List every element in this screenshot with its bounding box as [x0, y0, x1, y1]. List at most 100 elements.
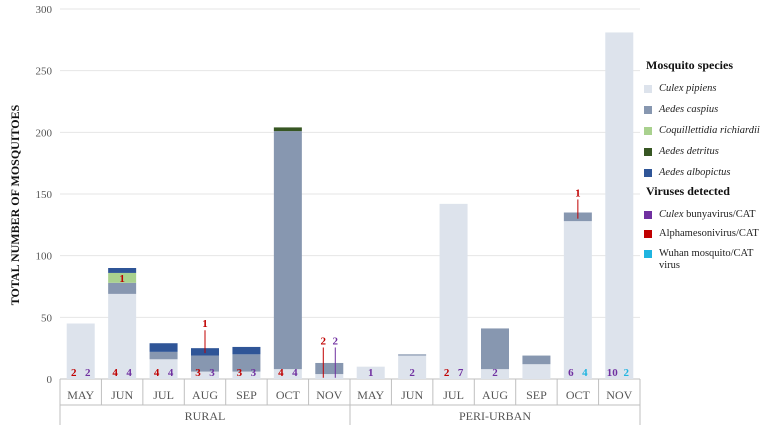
data-label: 2 [624, 367, 630, 379]
x-tick-label: SEP [526, 388, 547, 402]
data-label: 6 [568, 367, 574, 379]
legend-item: Wuhan mosquito/CAT virus [644, 248, 772, 272]
x-tick-label: SEP [236, 388, 257, 402]
legend-label: Alphamesonivirus/CAT [659, 228, 759, 239]
data-label: 3 [251, 367, 257, 379]
bar-segment [232, 346, 261, 355]
bar-segment [481, 369, 509, 379]
callout-label: 1 [119, 273, 125, 285]
bar-segment [522, 364, 551, 379]
legend-swatch [644, 127, 652, 135]
bar-segment [149, 351, 178, 360]
legend-title-species: Mosquito species [646, 58, 733, 72]
callout-label: 2 [333, 335, 339, 347]
legend-item: Coquillettidia richiardii [644, 125, 772, 137]
x-tick-label: OCT [276, 388, 301, 402]
legend-swatch [644, 169, 652, 177]
data-label: 2 [85, 367, 91, 379]
legend-item: Aedes detritus [644, 146, 772, 158]
bar-segment [315, 362, 344, 375]
bar-segment [66, 323, 95, 379]
bar-segment [232, 354, 261, 372]
data-label: 4 [292, 367, 298, 379]
x-tick-label: NOV [316, 388, 342, 402]
x-axis: MAY JUN JUL AUG SEP OCT NOV RURAL MAY JUN JUL AUG SE… [59, 379, 641, 425]
bar-segment [191, 355, 219, 372]
legend-swatch [644, 106, 652, 114]
y-axis: 0 50 100 150 200 250 300 [36, 4, 53, 386]
legend-label: Coquillettidia richiardii [659, 125, 760, 136]
bar-series [66, 32, 634, 379]
data-label: 4 [168, 367, 174, 379]
bar-segment [232, 371, 261, 379]
bar-segment [398, 355, 427, 379]
y-tick-label: 100 [36, 251, 53, 263]
legend-item: Culex bunyavirus/CAT [644, 209, 772, 221]
bar-segment [356, 366, 385, 379]
bar-segment [108, 268, 137, 273]
bar-segment [149, 343, 178, 352]
x-tick-label: JUL [443, 388, 464, 402]
legend-item: Culex pipiens [644, 83, 772, 95]
data-label: 3 [195, 367, 201, 379]
legend-swatch [644, 230, 652, 238]
data-label: 7 [458, 367, 464, 379]
legend-label: Culex pipiens [659, 83, 717, 94]
legend-swatch [644, 85, 652, 93]
legend-swatch [644, 211, 652, 219]
y-axis-label: TOTAL NUMBER OF MOSQUITOES [8, 104, 22, 305]
bar-segment [273, 369, 302, 379]
x-tick-label: MAY [67, 388, 94, 402]
bar-segment [439, 203, 468, 379]
bar-segment [273, 127, 302, 132]
group-label: PERI-URBAN [459, 409, 531, 423]
y-tick-label: 200 [36, 127, 53, 139]
gridlines [60, 8, 640, 380]
x-tick-label: JUN [111, 388, 133, 402]
data-label: 1 [368, 367, 374, 379]
data-label: 4 [582, 367, 588, 379]
data-label: 3 [237, 367, 243, 379]
data-label: 4 [154, 367, 160, 379]
legend-label: Wuhan mosquito/CAT virus [659, 248, 754, 271]
legend-item: Aedes caspius [644, 104, 772, 116]
legend-item: Alphamesonivirus/CAT [644, 228, 772, 240]
y-tick-label: 50 [41, 312, 53, 324]
legend-label: Aedes detritus [659, 146, 719, 157]
legend-title-viruses: Viruses detected [646, 184, 730, 198]
bar-segment [191, 371, 219, 379]
x-tick-label: MAY [357, 388, 384, 402]
bar-segment [315, 374, 344, 379]
bar-segment [108, 293, 137, 379]
callout-label: 2 [321, 335, 327, 347]
bar-segment [605, 32, 634, 379]
y-tick-label: 250 [36, 66, 53, 78]
legend-label: Aedes caspius [659, 104, 719, 115]
x-tick-label: JUL [153, 388, 174, 402]
bar-segment [108, 282, 137, 294]
bar-segment [398, 354, 427, 356]
data-label: 2 [409, 367, 415, 379]
legend-swatch [644, 250, 652, 258]
data-label: 2 [71, 367, 77, 379]
data-label: 4 [112, 367, 118, 379]
legend-label: Aedes albopictus [659, 167, 731, 178]
legend-swatch [644, 148, 652, 156]
data-label: 4 [126, 367, 132, 379]
y-tick-label: 300 [36, 4, 53, 16]
bar-segment [108, 272, 137, 283]
bar-segment [522, 355, 551, 365]
x-tick-label: AUG [482, 388, 508, 402]
legend-item: Aedes albopictus [644, 167, 772, 179]
x-tick-label: NOV [606, 388, 632, 402]
x-tick-label: OCT [566, 388, 591, 402]
x-tick-label: AUG [192, 388, 218, 402]
y-tick-label: 0 [47, 374, 53, 386]
data-label: 3 [209, 367, 215, 379]
bar-segment [563, 221, 592, 379]
data-label: 4 [278, 367, 284, 379]
callout-label: 1 [202, 318, 208, 330]
bar-segment [149, 359, 178, 379]
